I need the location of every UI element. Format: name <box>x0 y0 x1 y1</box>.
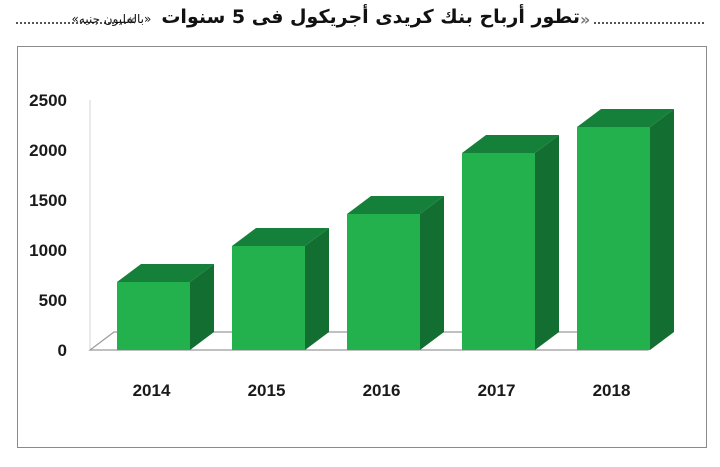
chart-header: « تطور أرباح بنك كريدى أجريكول فى 5 سنوا… <box>0 0 720 40</box>
bar-top <box>462 135 559 153</box>
bar <box>577 127 650 350</box>
y-tick-label: 1000 <box>29 241 67 260</box>
x-tick-label: 2017 <box>478 381 516 400</box>
x-tick-label: 2016 <box>363 381 401 400</box>
bar <box>347 214 420 350</box>
bar <box>117 282 190 350</box>
chevron-left-icon: « <box>126 10 137 29</box>
bar <box>462 153 535 350</box>
x-tick-label: 2014 <box>133 381 171 400</box>
bar-side <box>535 135 559 350</box>
bar-top <box>117 264 214 282</box>
unit-note: «بالمليون جنيه» <box>71 12 152 26</box>
y-tick-label: 2500 <box>29 91 67 110</box>
bar-top <box>232 228 329 246</box>
bar-side <box>190 264 214 350</box>
header-divider-right <box>594 22 704 24</box>
bar <box>232 246 305 350</box>
bar-side <box>305 228 329 350</box>
bar-side <box>420 196 444 350</box>
y-tick-label: 0 <box>58 341 67 360</box>
x-tick-label: 2015 <box>248 381 286 400</box>
bar-side <box>650 109 674 350</box>
chevron-right-icon: » <box>580 10 591 29</box>
bar-top <box>577 109 674 127</box>
header-divider-left <box>16 22 126 24</box>
chart-title: تطور أرباح بنك كريدى أجريكول فى 5 سنوات <box>161 6 580 28</box>
header-title-group: تطور أرباح بنك كريدى أجريكول فى 5 سنوات «… <box>72 6 580 36</box>
y-tick-label: 500 <box>39 291 67 310</box>
y-tick-label: 2000 <box>29 141 67 160</box>
x-tick-label: 2018 <box>593 381 631 400</box>
y-tick-label: 1500 <box>29 191 67 210</box>
bar-top <box>347 196 444 214</box>
